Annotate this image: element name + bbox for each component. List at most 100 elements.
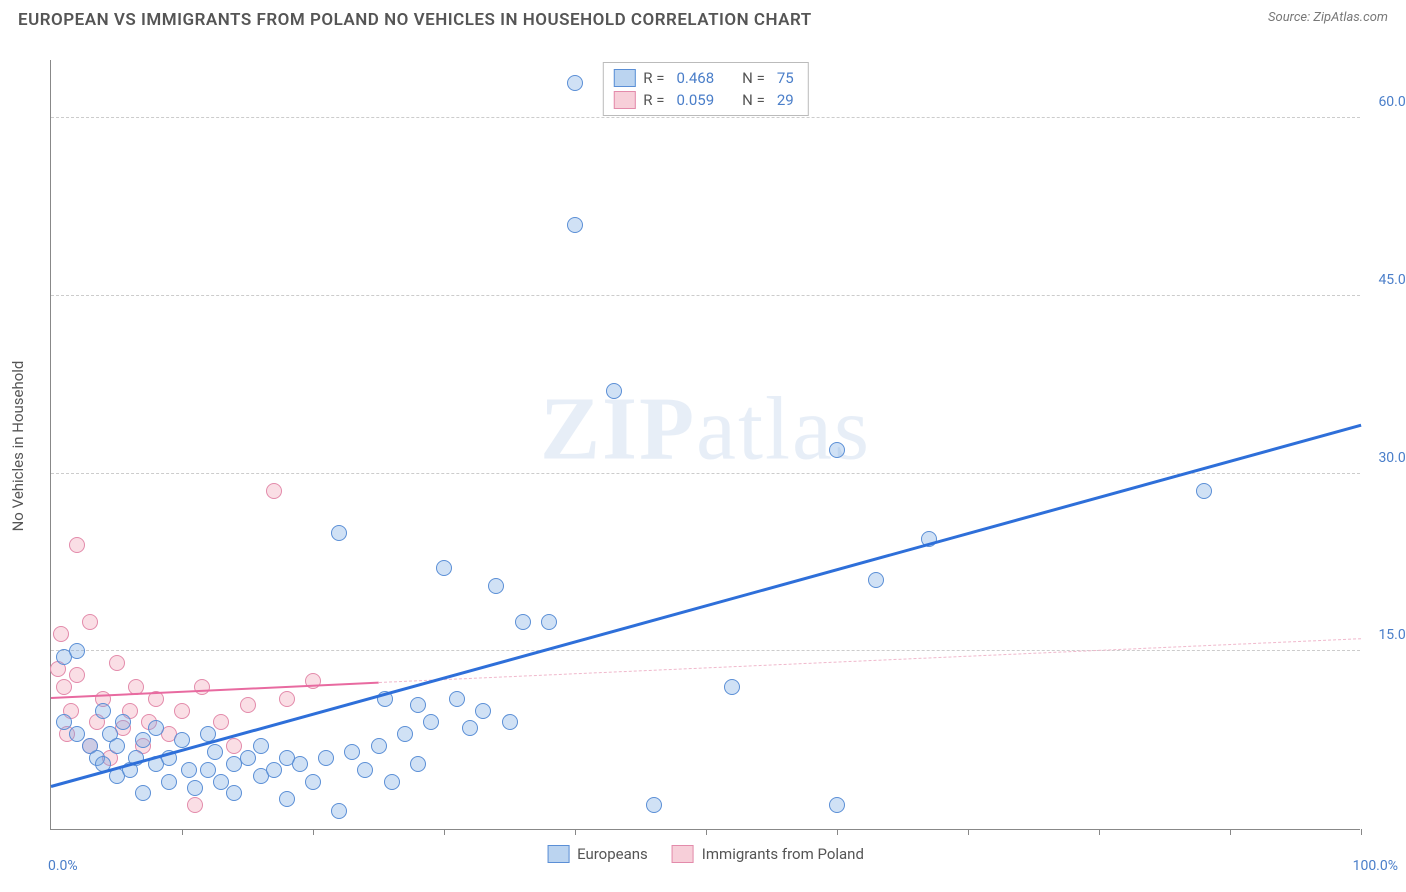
data-point	[488, 578, 504, 594]
data-point	[724, 679, 740, 695]
x-tick	[837, 829, 838, 835]
data-point	[502, 714, 518, 730]
data-point	[56, 679, 72, 695]
data-point	[69, 667, 85, 683]
data-point	[213, 774, 229, 790]
data-point	[174, 732, 190, 748]
swatch-pink-icon	[672, 845, 694, 863]
data-point	[1196, 483, 1212, 499]
stat-n-value: 75	[777, 69, 794, 87]
y-axis-title: No Vehicles in Household	[9, 361, 27, 532]
data-point	[181, 762, 197, 778]
data-point	[266, 483, 282, 499]
data-point	[410, 697, 426, 713]
legend-label: Immigrants from Poland	[702, 845, 864, 863]
data-point	[436, 560, 452, 576]
data-point	[69, 537, 85, 553]
x-axis-max-label: 100.0%	[1353, 858, 1398, 874]
data-point	[226, 785, 242, 801]
data-point	[161, 774, 177, 790]
data-point	[226, 738, 242, 754]
stat-r-label: R =	[643, 91, 664, 109]
data-point	[109, 655, 125, 671]
trend-line	[51, 423, 1362, 787]
data-point	[187, 797, 203, 813]
data-point	[135, 732, 151, 748]
stat-r-label: R =	[643, 69, 664, 87]
stat-r-value: 0.468	[676, 69, 714, 87]
data-point	[69, 726, 85, 742]
x-tick	[968, 829, 969, 835]
x-tick	[313, 829, 314, 835]
stats-legend: R = 0.468 N = 75 R = 0.059 N = 29	[602, 62, 808, 116]
legend-item-europeans: Europeans	[547, 845, 648, 863]
chart-title: EUROPEAN VS IMMIGRANTS FROM POLAND NO VE…	[18, 10, 812, 30]
data-point	[69, 643, 85, 659]
swatch-blue-icon	[613, 69, 635, 87]
x-tick	[575, 829, 576, 835]
series-legend: Europeans Immigrants from Poland	[547, 845, 864, 863]
trend-line	[51, 681, 379, 698]
data-point	[829, 442, 845, 458]
data-point	[318, 750, 334, 766]
x-tick	[182, 829, 183, 835]
x-axis-min-label: 0.0%	[48, 858, 78, 874]
stat-r-value: 0.059	[676, 91, 714, 109]
data-point	[279, 791, 295, 807]
data-point	[174, 703, 190, 719]
gridline	[51, 650, 1360, 651]
data-point	[646, 797, 662, 813]
y-tick-label: 15.0%	[1378, 627, 1406, 643]
data-point	[148, 720, 164, 736]
data-point	[606, 383, 622, 399]
y-tick-label: 60.0%	[1378, 94, 1406, 110]
data-point	[115, 714, 131, 730]
stats-row-europeans: R = 0.468 N = 75	[613, 67, 797, 89]
x-tick	[1099, 829, 1100, 835]
data-point	[240, 697, 256, 713]
data-point	[541, 614, 557, 630]
watermark: ZIPatlas	[540, 378, 871, 481]
data-point	[95, 703, 111, 719]
data-point	[829, 797, 845, 813]
y-tick-label: 45.0%	[1378, 272, 1406, 288]
swatch-pink-icon	[613, 91, 635, 109]
scatter-chart: ZIPatlas R = 0.468 N = 75 R = 0.059 N = …	[50, 60, 1360, 830]
gridline	[51, 473, 1360, 474]
data-point	[462, 720, 478, 736]
x-tick	[706, 829, 707, 835]
data-point	[868, 572, 884, 588]
data-point	[207, 744, 223, 760]
data-point	[305, 774, 321, 790]
trend-line	[378, 638, 1361, 683]
source-credit: Source: ZipAtlas.com	[1268, 10, 1388, 25]
data-point	[56, 714, 72, 730]
data-point	[567, 217, 583, 233]
data-point	[449, 691, 465, 707]
data-point	[357, 762, 373, 778]
gridline	[51, 295, 1360, 296]
data-point	[266, 762, 282, 778]
legend-item-poland: Immigrants from Poland	[672, 845, 864, 863]
data-point	[567, 75, 583, 91]
data-point	[213, 714, 229, 730]
data-point	[331, 525, 347, 541]
swatch-blue-icon	[547, 845, 569, 863]
data-point	[371, 738, 387, 754]
y-tick-label: 30.0%	[1378, 450, 1406, 466]
data-point	[82, 614, 98, 630]
data-point	[135, 785, 151, 801]
data-point	[515, 614, 531, 630]
data-point	[475, 703, 491, 719]
gridline	[51, 117, 1360, 118]
data-point	[331, 803, 347, 819]
data-point	[200, 762, 216, 778]
data-point	[397, 726, 413, 742]
stat-n-label: N =	[742, 69, 765, 87]
data-point	[292, 756, 308, 772]
x-tick	[444, 829, 445, 835]
data-point	[423, 714, 439, 730]
data-point	[344, 744, 360, 760]
stat-n-label: N =	[742, 91, 765, 109]
data-point	[279, 691, 295, 707]
